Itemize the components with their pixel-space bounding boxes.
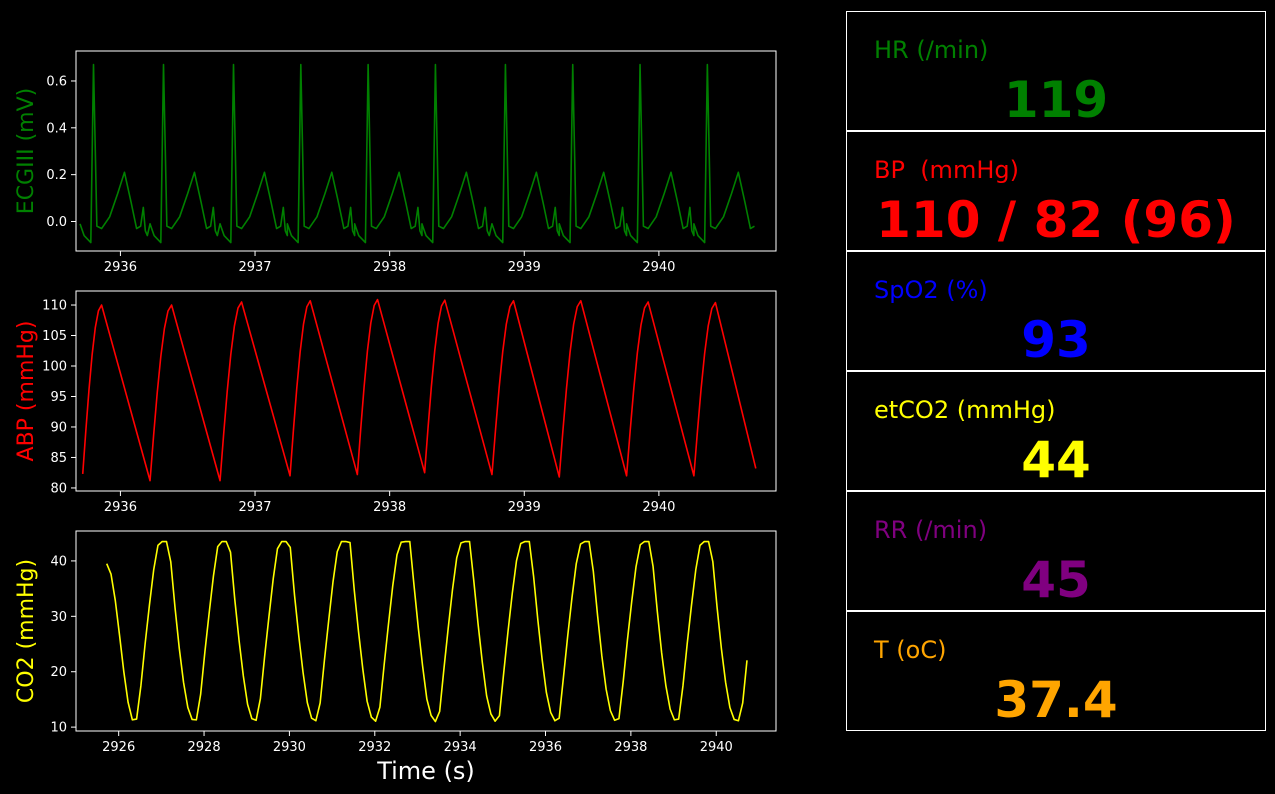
co2-xtick-label: 2936 <box>529 740 562 755</box>
ecg-ytick-label: 0.4 <box>46 121 67 136</box>
vital-panel-etco2: etCO2 (mmHg) 44 <box>846 371 1266 491</box>
co2-xtick-label: 2930 <box>273 740 306 755</box>
abp-ytick-label: 90 <box>50 420 67 435</box>
vital-value-hr: 119 <box>1003 71 1109 129</box>
abp-xtick-label: 2940 <box>642 500 675 515</box>
co2-plot-frame <box>75 530 777 732</box>
co2-ytick-label: 30 <box>50 610 67 625</box>
abp-ytick-label: 80 <box>50 481 67 496</box>
vital-value-etco2: 44 <box>1021 431 1091 489</box>
abp-series-line <box>81 298 757 482</box>
co2-xtick-label: 2940 <box>700 740 733 755</box>
ecg-ylabel: ECGIII (mV) <box>14 88 39 214</box>
abp-plot-frame <box>75 290 777 492</box>
waveform-charts: 2936 2937 2938 2939 2940 0.0 0.2 0.4 0.6 ECGIII (… <box>14 50 777 785</box>
abp-ytick-label: 100 <box>42 360 67 375</box>
co2-ylabel: CO2 (mmHg) <box>14 559 39 703</box>
co2-xtick-label: 2938 <box>614 740 647 755</box>
vital-panel-hr: HR (/min) 119 <box>846 11 1266 131</box>
abp-ytick-label: 105 <box>42 329 67 344</box>
vital-label-bp: BP (mmHg) <box>874 156 1019 184</box>
abp-ytick-label: 95 <box>50 390 67 405</box>
vital-panel-rr: RR (/min) 45 <box>846 491 1266 611</box>
vital-label-etco2: etCO2 (mmHg) <box>874 396 1056 424</box>
ecg-xtick-label: 2940 <box>642 260 675 275</box>
co2-series-line <box>105 540 748 723</box>
vital-value-rr: 45 <box>1021 551 1091 609</box>
abp-xtick-label: 2937 <box>238 500 271 515</box>
co2-xtick-label: 2934 <box>444 740 477 755</box>
co2-ytick-label: 20 <box>50 665 67 680</box>
ecg-ytick-label: 0.2 <box>46 168 67 183</box>
co2-xlabel: Time (s) <box>376 757 475 785</box>
ecg-xtick-label: 2939 <box>508 260 541 275</box>
co2-xtick-label: 2928 <box>188 740 221 755</box>
vital-value-bp: 110 / 82 (96) <box>876 191 1236 249</box>
co2-xtick-label: 2926 <box>102 740 135 755</box>
vital-label-spo2: SpO2 (%) <box>874 276 988 304</box>
abp-xtick-label: 2936 <box>104 500 137 515</box>
ecg-ytick-label: 0.6 <box>46 74 67 89</box>
vital-panel-spo2: SpO2 (%) 93 <box>846 251 1266 371</box>
abp-xtick-label: 2939 <box>508 500 541 515</box>
abp-chart: 2936 2937 2938 2939 2940 80 85 90 95 100 105 110ABP… <box>14 290 777 515</box>
ecg-xtick-label: 2938 <box>373 260 406 275</box>
vital-value-temp: 37.4 <box>994 671 1118 729</box>
ecg-plot-frame <box>75 50 777 252</box>
co2-chart: 2926 2928 2930 2932 2934 2936 2938 2940 10 20 30 40… <box>14 530 777 785</box>
co2-xtick-label: 2932 <box>358 740 391 755</box>
vital-panel-temp: T (oC) 37.4 <box>846 611 1266 731</box>
abp-ylabel: ABP (mmHg) <box>14 321 39 462</box>
ecg-ytick-label: 0.0 <box>46 215 67 230</box>
vital-label-hr: HR (/min) <box>874 36 989 64</box>
ecg-series-line <box>79 63 755 244</box>
abp-xtick-label: 2938 <box>373 500 406 515</box>
ecg-chart: 2936 2937 2938 2939 2940 0.0 0.2 0.4 0.6 ECGIII (… <box>14 50 777 275</box>
vital-panel-bp: BP (mmHg) 110 / 82 (96) <box>846 131 1266 251</box>
vital-label-temp: T (oC) <box>874 636 947 664</box>
ecg-xtick-label: 2936 <box>104 260 137 275</box>
vital-value-spo2: 93 <box>1021 311 1091 369</box>
ecg-xtick-label: 2937 <box>238 260 271 275</box>
co2-ytick-label: 10 <box>50 721 67 736</box>
abp-ytick-label: 110 <box>42 299 67 314</box>
abp-ytick-label: 85 <box>50 451 67 466</box>
vital-label-rr: RR (/min) <box>874 516 988 544</box>
co2-ytick-label: 40 <box>50 554 67 569</box>
